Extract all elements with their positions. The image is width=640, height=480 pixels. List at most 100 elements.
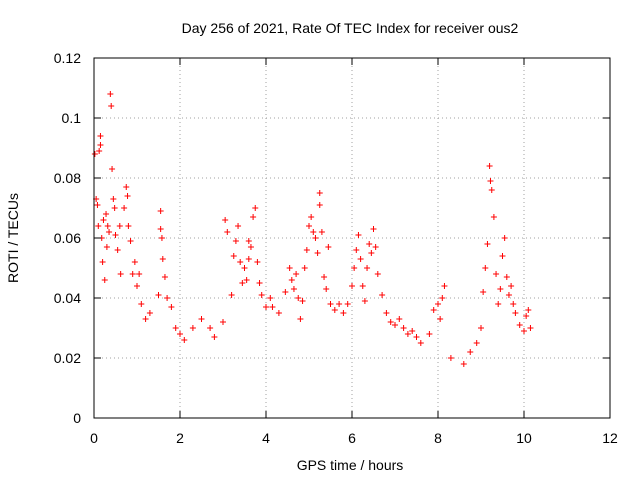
x-tick-label: 8 [434, 430, 442, 446]
axis-ticks [93, 57, 611, 419]
data-point [312, 235, 319, 241]
data-point [527, 325, 534, 331]
data-point [108, 103, 115, 109]
data-point [383, 310, 390, 316]
data-point [374, 271, 381, 277]
data-point [241, 265, 248, 271]
data-point [146, 310, 153, 316]
y-tick-label: 0 [73, 410, 81, 426]
data-point [99, 259, 106, 265]
data-point [510, 301, 517, 307]
data-point [417, 340, 424, 346]
x-tick-label: 4 [262, 430, 270, 446]
data-point [207, 325, 214, 331]
data-point [100, 217, 107, 223]
x-tick-label: 10 [516, 430, 532, 446]
data-point [136, 271, 143, 277]
data-point [460, 361, 467, 367]
data-point [282, 289, 289, 295]
chart-title: Day 256 of 2021, Rate Of TEC Index for r… [182, 20, 519, 36]
data-point [303, 247, 310, 253]
x-tick-labels: 0 2 4 6 8 10 12 [90, 430, 618, 446]
data-point [263, 304, 269, 310]
data-point [316, 202, 323, 208]
data-point [106, 229, 113, 235]
data-point [220, 319, 226, 325]
data-point [366, 241, 373, 247]
data-point [379, 292, 386, 298]
data-point [121, 205, 128, 211]
data-point [247, 244, 254, 250]
data-point [104, 223, 111, 229]
data-point [400, 325, 407, 331]
data-point [91, 151, 98, 157]
data-point [114, 247, 121, 253]
data-point [351, 265, 358, 271]
data-point [430, 307, 437, 313]
data-point [239, 280, 246, 286]
y-tick-label: 0.12 [54, 50, 81, 66]
data-point [321, 274, 328, 280]
data-point [301, 265, 308, 271]
data-point [318, 229, 325, 235]
data-point [256, 280, 263, 286]
x-tick-label: 6 [348, 430, 356, 446]
data-point [103, 244, 110, 250]
data-point [230, 253, 237, 259]
data-point [364, 265, 371, 271]
data-point [359, 283, 366, 289]
data-point [499, 253, 506, 259]
data-point [310, 229, 317, 235]
data-point [487, 178, 494, 184]
data-point [252, 205, 259, 211]
data-point [138, 301, 145, 307]
data-point [505, 292, 512, 298]
data-point [478, 325, 484, 331]
data-point [250, 214, 257, 220]
data-point [245, 256, 252, 262]
grid-lines [94, 58, 610, 418]
data-point [299, 298, 306, 304]
data-point [357, 256, 364, 262]
data-point [437, 316, 444, 322]
y-tick-label: 0.1 [62, 110, 82, 126]
data-point [344, 301, 351, 307]
data-point [493, 271, 500, 277]
data-point [157, 208, 164, 214]
x-tick-label: 12 [602, 430, 618, 446]
data-point [111, 205, 118, 211]
x-tick-label: 0 [90, 430, 98, 446]
data-point [297, 316, 304, 322]
y-axis-label: ROTI / TECUs [5, 193, 21, 283]
data-point [107, 91, 114, 97]
data-point [232, 238, 239, 244]
data-point [409, 328, 416, 334]
data-point [286, 265, 293, 271]
data-point [441, 283, 448, 289]
data-point [142, 316, 149, 322]
data-point [129, 271, 136, 277]
data-point [336, 301, 343, 307]
data-point [103, 211, 110, 217]
data-point [488, 187, 495, 193]
data-point [243, 277, 250, 283]
data-point [101, 277, 108, 283]
data-point [482, 265, 489, 271]
data-point [134, 283, 140, 289]
data-point [295, 295, 302, 301]
data-point [508, 283, 515, 289]
data-point [521, 328, 527, 334]
data-point [495, 301, 502, 307]
data-point [155, 292, 162, 298]
data-point [290, 286, 297, 292]
data-point [245, 238, 252, 244]
data-point [306, 223, 312, 229]
data-point [372, 244, 379, 250]
data-point [164, 295, 171, 301]
data-point [211, 334, 218, 340]
data-point [125, 223, 132, 229]
data-point [237, 259, 244, 265]
data-point [224, 229, 231, 235]
data-point [177, 331, 183, 337]
data-point [349, 283, 355, 289]
